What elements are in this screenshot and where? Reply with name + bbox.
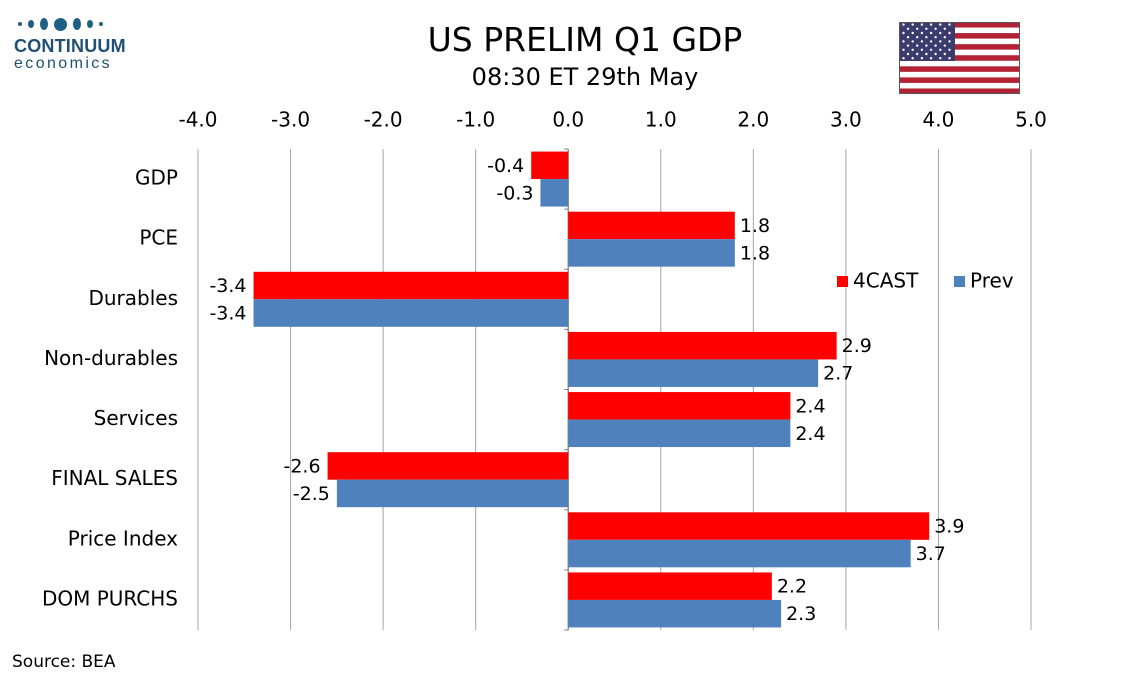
data-label: -3.4 bbox=[209, 303, 246, 325]
logo-subtitle: economics bbox=[14, 55, 113, 72]
data-label: 2.4 bbox=[795, 423, 825, 445]
data-label: 2.4 bbox=[795, 395, 825, 417]
data-label: 1.8 bbox=[740, 242, 770, 264]
x-tick-label: -1.0 bbox=[456, 108, 495, 132]
x-tick-label: 1.0 bbox=[645, 108, 677, 132]
category-label: PCE bbox=[139, 226, 178, 250]
continuum-logo: CONTINUUM economics bbox=[14, 14, 144, 73]
x-tick-label: 2.0 bbox=[737, 108, 769, 132]
data-label: 3.7 bbox=[916, 543, 946, 565]
chart-subtitle: 08:30 ET 29th May bbox=[471, 63, 699, 91]
previous-bar bbox=[568, 539, 911, 568]
category-label: Non-durables bbox=[44, 346, 178, 370]
forecast-bar bbox=[327, 452, 569, 480]
forecast-bar bbox=[568, 512, 930, 540]
previous-bar bbox=[568, 239, 735, 267]
x-tick-label: 3.0 bbox=[830, 108, 862, 132]
category-label: Price Index bbox=[68, 526, 178, 550]
x-tick-label: -4.0 bbox=[178, 108, 217, 132]
logo-name: CONTINUUM bbox=[14, 36, 126, 56]
data-label: 2.3 bbox=[786, 603, 816, 625]
logo-dots-icon bbox=[18, 14, 144, 34]
source-note: Source: BEA bbox=[12, 652, 116, 672]
previous-bar bbox=[540, 179, 569, 207]
category-label: GDP bbox=[135, 166, 178, 190]
legend-swatch bbox=[837, 276, 848, 287]
forecast-bar bbox=[568, 392, 791, 420]
category-label: FINAL SALES bbox=[51, 466, 178, 490]
x-tick-label: -2.0 bbox=[364, 108, 403, 132]
data-label: 2.9 bbox=[842, 335, 872, 357]
forecast-bar bbox=[253, 271, 569, 300]
forecast-bar bbox=[568, 211, 735, 240]
category-label: DOM PURCHS bbox=[42, 586, 178, 610]
data-label: -2.5 bbox=[293, 483, 330, 505]
data-label: 1.8 bbox=[740, 215, 770, 237]
previous-bar bbox=[336, 479, 569, 508]
forecast-bar bbox=[568, 331, 837, 360]
data-label: 2.2 bbox=[777, 576, 807, 598]
previous-bar bbox=[568, 359, 819, 387]
x-tick-label: 0.0 bbox=[552, 108, 584, 132]
x-tick-label: -3.0 bbox=[271, 108, 310, 132]
previous-bar bbox=[253, 299, 569, 327]
data-label: 2.7 bbox=[823, 363, 853, 385]
data-label: -2.6 bbox=[283, 455, 320, 477]
category-label: Durables bbox=[88, 286, 178, 310]
legend-label: 4CAST bbox=[853, 269, 919, 293]
previous-bar bbox=[568, 599, 782, 628]
category-label: Services bbox=[94, 406, 178, 430]
legend-label: Prev bbox=[970, 269, 1014, 293]
x-tick-label: 4.0 bbox=[923, 108, 955, 132]
data-label: -0.3 bbox=[496, 182, 533, 204]
data-label: -3.4 bbox=[209, 275, 246, 297]
x-tick-label: 5.0 bbox=[1015, 108, 1047, 132]
forecast-bar bbox=[568, 572, 772, 600]
chart-title: US PRELIM Q1 GDP bbox=[427, 20, 743, 59]
us-flag-icon bbox=[899, 22, 1020, 95]
legend-swatch bbox=[954, 276, 965, 287]
data-label: -0.4 bbox=[487, 155, 524, 177]
forecast-bar bbox=[531, 151, 569, 180]
previous-bar bbox=[568, 419, 791, 448]
data-label: 3.9 bbox=[934, 516, 964, 538]
